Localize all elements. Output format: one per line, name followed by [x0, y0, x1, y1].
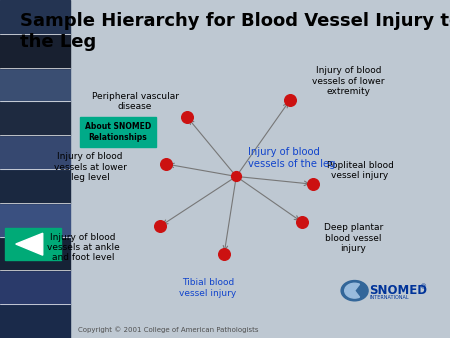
Point: [156, 224, 163, 229]
Point: [162, 161, 169, 167]
Point: [299, 220, 306, 225]
Wedge shape: [341, 281, 368, 301]
Bar: [0, 270, 70, 304]
Bar: [0, 304, 70, 338]
Bar: [0, 169, 70, 203]
Bar: [0, 34, 70, 68]
Text: Sample Hierarchy for Blood Vessel Injury to
the Leg: Sample Hierarchy for Blood Vessel Injury…: [20, 12, 450, 51]
Bar: [80, 117, 156, 147]
Point: [287, 97, 294, 102]
Text: Injury of blood
vessels of the leg: Injury of blood vessels of the leg: [248, 147, 335, 169]
Text: Copyright © 2001 College of American Pathologists: Copyright © 2001 College of American Pat…: [78, 326, 259, 333]
Text: Injury of blood
vessels at lower
leg level: Injury of blood vessels at lower leg lev…: [54, 152, 126, 182]
Text: Peripheral vascular
disease: Peripheral vascular disease: [91, 92, 179, 111]
Text: Tibial blood
vessel injury: Tibial blood vessel injury: [179, 278, 237, 298]
Text: Injury of blood
vessels of lower
extremity: Injury of blood vessels of lower extremi…: [312, 66, 385, 96]
Text: SNOMED: SNOMED: [369, 284, 427, 297]
Bar: [0, 0, 70, 34]
Point: [233, 174, 240, 179]
Bar: [0, 68, 70, 101]
Bar: [0, 101, 70, 135]
Text: Popliteal blood
vessel injury: Popliteal blood vessel injury: [327, 161, 393, 180]
Point: [309, 182, 316, 187]
Wedge shape: [345, 283, 360, 298]
Bar: [4, 228, 61, 260]
Text: About SNOMED
Relationships: About SNOMED Relationships: [85, 122, 151, 142]
Text: ®: ®: [420, 284, 427, 290]
Text: INTERNATIONAL: INTERNATIONAL: [369, 295, 409, 300]
Bar: [0, 135, 70, 169]
Text: Injury of blood
vessels at ankle
and foot level: Injury of blood vessels at ankle and foo…: [47, 233, 120, 262]
Point: [183, 114, 190, 119]
Polygon shape: [16, 233, 43, 255]
Text: Deep plantar
blood vessel
injury: Deep plantar blood vessel injury: [324, 223, 383, 253]
Bar: [0, 237, 70, 270]
Point: [220, 251, 228, 257]
Bar: [0, 203, 70, 237]
